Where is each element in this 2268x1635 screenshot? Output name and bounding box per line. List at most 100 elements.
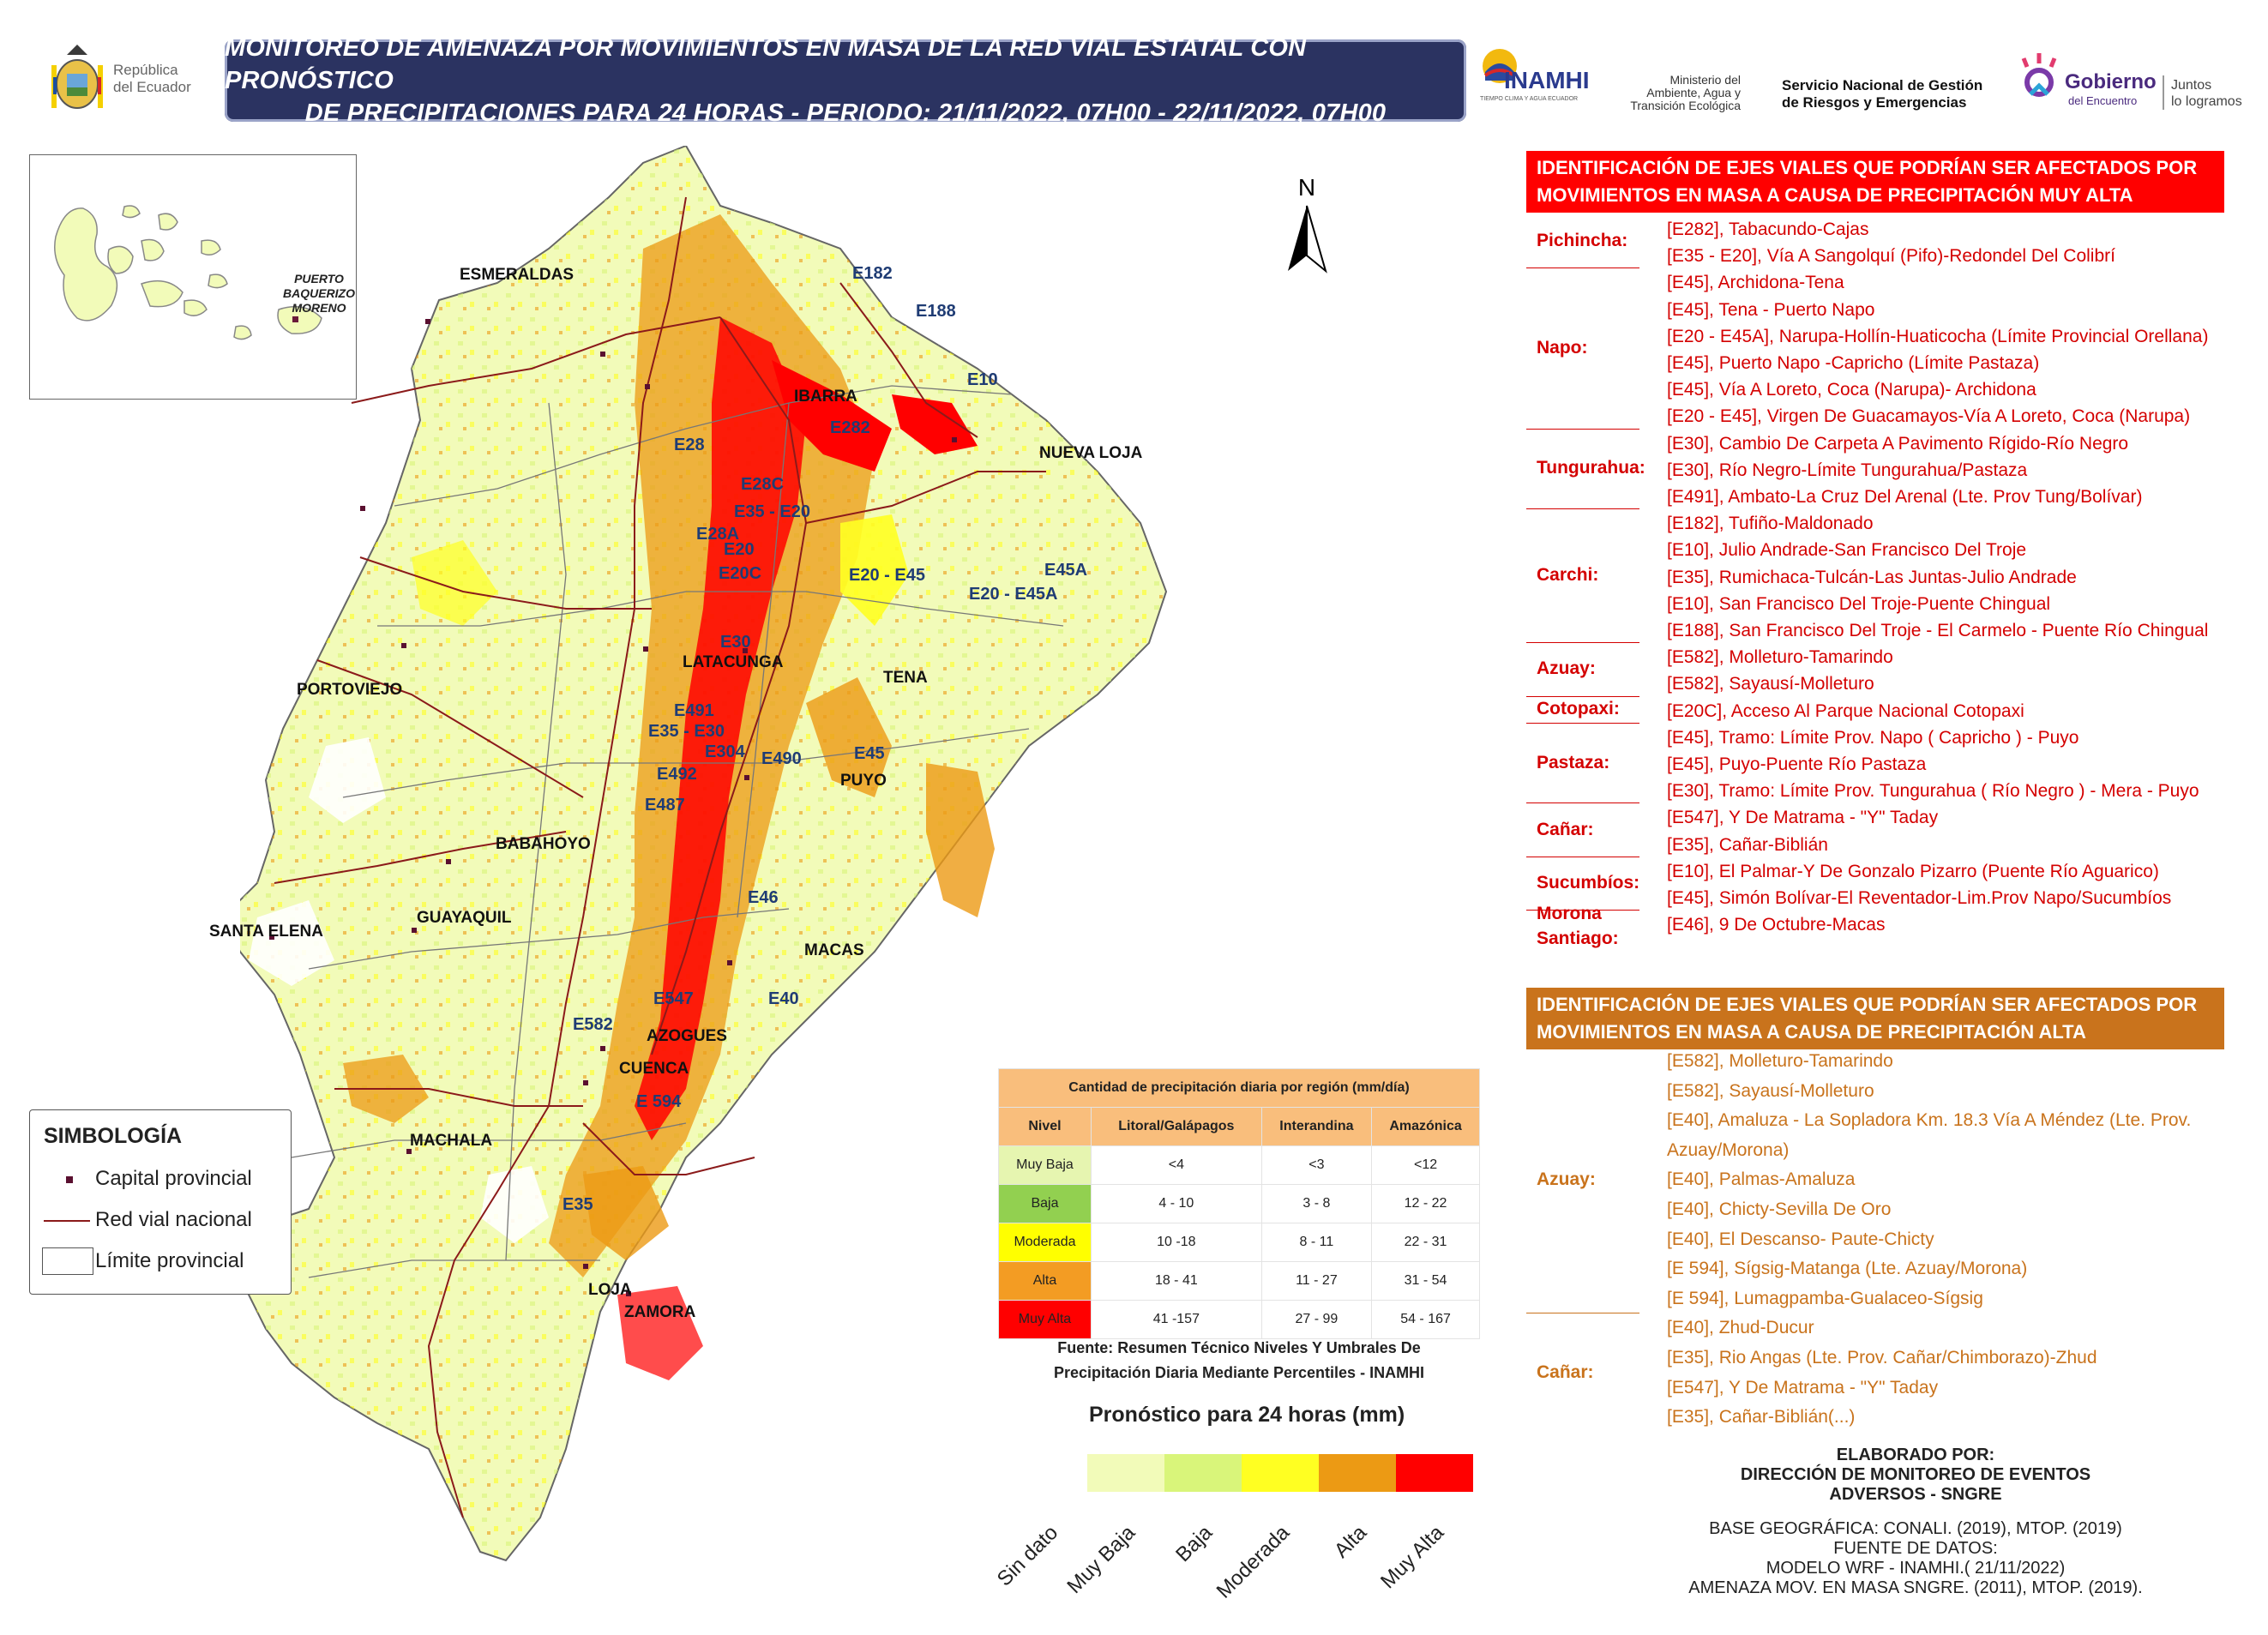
province-separator	[1526, 267, 1639, 269]
province-label: Pastaza:	[1537, 752, 1610, 772]
route-item: [E20 - E45A], Narupa-Hollín-Huaticocha (…	[1667, 326, 2209, 346]
province-separator	[1526, 642, 1639, 644]
province-separator	[1526, 428, 1639, 430]
galapagos-islands	[54, 205, 322, 340]
forecast-color-swatch	[1319, 1454, 1396, 1492]
alta-header: IDENTIFICACIÓN DE EJES VIALES QUE PODRÍA…	[1526, 988, 2224, 1049]
precip-header-interandina: Interandina	[1260, 1107, 1373, 1146]
route-item: [E20C], Acceso Al Parque Nacional Cotopa…	[1667, 700, 2024, 721]
juntos-line2: lo logramos	[2171, 94, 2242, 109]
route-item: [E45], Tena - Puerto Napo	[1667, 299, 1875, 320]
header-title-line1: MONITOREO DE AMENAZA POR MOVIMIENTOS EN …	[225, 34, 1307, 94]
province-label: Tungurahua:	[1537, 458, 1645, 478]
credit-fuente-line2: FUENTE DE DATOS:	[1833, 1539, 1998, 1558]
gobierno-line2: del Encuentro	[2068, 94, 2138, 107]
forecast-color-swatch	[1242, 1454, 1319, 1492]
province-separator	[1526, 695, 1639, 697]
route-item: [E30], Río Negro-Límite Tungurahua/Pasta…	[1667, 460, 2028, 480]
ministerio-line1: Ministerio del	[1669, 73, 1741, 87]
province-label: Morona Santiago:	[1537, 903, 1619, 948]
province-label: Azuay:	[1537, 658, 1596, 679]
route-item: [E 594], Lumagpamba-Gualaceo-Sígsig	[1667, 1288, 1983, 1308]
route-item: [E46], 9 De Octubre-Macas	[1667, 915, 1886, 935]
forecast-title: Pronóstico para 24 horas (mm)	[1089, 1403, 1405, 1427]
route-item: [E188], San Francisco Del Troje - El Car…	[1667, 621, 2209, 640]
province-label: Cañar:	[1537, 1361, 1594, 1382]
precip-level-cell: Alta	[998, 1261, 1092, 1301]
credit-elaborado-line2: DIRECCIÓN DE MONITOREO DE EVENTOS	[1740, 1465, 2091, 1484]
precip-source-line2: Precipitación Diaria Mediante Percentile…	[1053, 1364, 1425, 1381]
precip-amazonica-cell: 54 - 167	[1371, 1300, 1480, 1339]
juntos-line1: Juntos	[2171, 78, 2212, 93]
province-label: Carchi:	[1537, 565, 1599, 586]
sngre-line1: Servicio Nacional de Gestión	[1782, 77, 1983, 93]
precip-header-litoral: Litoral/Galápagos	[1090, 1107, 1262, 1146]
route-item: [E582], Sayausí-Molleturo	[1667, 674, 1874, 694]
route-item: [E 594], Sígsig-Matanga (Lte. Azuay/Moro…	[1667, 1259, 2028, 1279]
route-item: [E491], Ambato-La Cruz Del Arenal (Lte. …	[1667, 487, 2143, 507]
credit-fuente-line1: BASE GEOGRÁFICA: CONALI. (2019), MTOP. (…	[1709, 1519, 2122, 1538]
header-banner: MONITOREO DE AMENAZA POR MOVIMIENTOS EN …	[225, 34, 1466, 127]
republica-line1: República	[113, 62, 178, 78]
gobierno-logo: Gobierno del Encuentro Juntos lo logramo…	[2017, 51, 2257, 120]
credit-elaborado-line3: ADVERSOS - SNGRE	[1829, 1485, 2002, 1504]
precip-table-row: Moderada 10 -18 8 - 11 22 - 31	[998, 1223, 1480, 1262]
province-separator	[1526, 910, 1639, 911]
precip-source-line1: Fuente: Resumen Técnico Niveles Y Umbral…	[1057, 1339, 1421, 1356]
galapagos-inset: PUERTO BAQUERIZO MORENO	[29, 154, 357, 400]
route-item: [E10], El Palmar-Y De Gonzalo Pizarro (P…	[1667, 861, 2159, 881]
header-title-line2: DE PRECIPITACIONES PARA 24 HORAS - PERIO…	[304, 99, 1387, 127]
ministerio-line2: Ambiente, Agua y	[1646, 86, 1741, 99]
muy-alta-header-line2: MOVIMIENTOS EN MASA A CAUSA DE PRECIPITA…	[1537, 184, 2133, 206]
inset-label-line3: MORENO	[292, 301, 346, 315]
forecast-color-swatch	[1396, 1454, 1473, 1492]
precip-level-cell: Muy Alta	[998, 1300, 1092, 1339]
ministerio-line3: Transición Ecológica	[1630, 99, 1741, 112]
precip-level-cell: Baja	[998, 1184, 1092, 1223]
precip-amazonica-cell: <12	[1371, 1145, 1480, 1185]
route-item: [E45], Puerto Napo -Capricho (Límite Pas…	[1667, 353, 2040, 373]
route-item: [E40], Amaluza - La Sopladora Km. 18.3 V…	[1667, 1110, 2192, 1131]
route-item: [E582], Sayausí-Molleturo	[1667, 1080, 1874, 1101]
credit-elaborado-line1: ELABORADO POR:	[1836, 1446, 1995, 1464]
credit-fuente-line4: AMENAZA MOV. EN MASA SNGRE. (2011), MTOP…	[1688, 1578, 2143, 1597]
inset-label-line1: PUERTO	[294, 272, 344, 286]
route-item: [E30], Tramo: Límite Prov. Tungurahua ( …	[1667, 781, 2199, 802]
alta-header-line1: IDENTIFICACIÓN DE EJES VIALES QUE PODRÍA…	[1537, 994, 2198, 1015]
route-item: [E45], Archidona-Tena	[1667, 273, 1844, 293]
credit-fuente-line3: MODELO WRF - INAMHI.( 21/11/2022)	[1766, 1559, 2066, 1578]
precip-table-row: Baja 4 - 10 3 - 8 12 - 22	[998, 1184, 1480, 1223]
province-separator	[1526, 802, 1639, 804]
coat-of-arms-icon	[51, 45, 103, 109]
route-item: [E182], Tufiño-Maldonado	[1667, 514, 1874, 534]
precip-header-amazonica: Amazónica	[1371, 1107, 1480, 1146]
inset-label-line2: BAQUERIZO	[283, 286, 355, 300]
precip-table-row: Muy Baja <4 <3 <12	[998, 1145, 1480, 1185]
precip-litoral-cell: 18 - 41	[1090, 1261, 1262, 1301]
route-item: [E40], Zhud-Ducur	[1667, 1318, 1814, 1338]
precip-interandina-cell: 27 - 99	[1260, 1300, 1373, 1339]
route-item: [E40], Chicty-Sevilla De Oro	[1667, 1199, 1892, 1219]
precip-level-cell: Moderada	[998, 1223, 1092, 1262]
precip-table-row: Muy Alta 41 -157 27 - 99 54 - 167	[998, 1300, 1480, 1339]
route-item: [E35], Rumichaca-Tulcán-Las Juntas-Julio…	[1667, 567, 2077, 587]
muy-alta-zone	[635, 317, 806, 1140]
province-label: Cañar:	[1537, 819, 1594, 839]
legend-item-boundary: Límite provincial	[95, 1249, 244, 1272]
ministerio-logo: Ministerio del Ambiente, Agua y Transici…	[1603, 74, 1741, 112]
forecast-color-swatch	[1087, 1454, 1164, 1492]
route-item: [E547], Y De Matrama - "Y" Taday	[1667, 1377, 1939, 1398]
sngre-logo: Servicio Nacional de Gestión de Riesgos …	[1782, 77, 1982, 111]
legend-box: SIMBOLOGÍA Capital provincial Red vial n…	[29, 1109, 292, 1295]
north-arrow-label: N	[1298, 174, 1315, 201]
precip-interandina-cell: <3	[1260, 1145, 1373, 1185]
route-item: [E10], Julio Andrade-San Francisco Del T…	[1667, 540, 2027, 561]
route-item: [E45], Tramo: Límite Prov. Napo ( Capric…	[1667, 727, 2079, 748]
precip-litoral-cell: <4	[1090, 1145, 1262, 1185]
route-item: [E45], Simón Bolívar-El Reventador-Lim.P…	[1667, 888, 2172, 908]
precip-amazonica-cell: 22 - 31	[1371, 1223, 1480, 1262]
province-label: Sucumbíos:	[1537, 873, 1640, 893]
capital-symbol	[66, 1176, 73, 1183]
route-item: [E30], Cambio De Carpeta A Pavimento Ríg…	[1667, 433, 2129, 454]
muy-alta-header: IDENTIFICACIÓN DE EJES VIALES QUE PODRÍA…	[1526, 151, 2224, 213]
